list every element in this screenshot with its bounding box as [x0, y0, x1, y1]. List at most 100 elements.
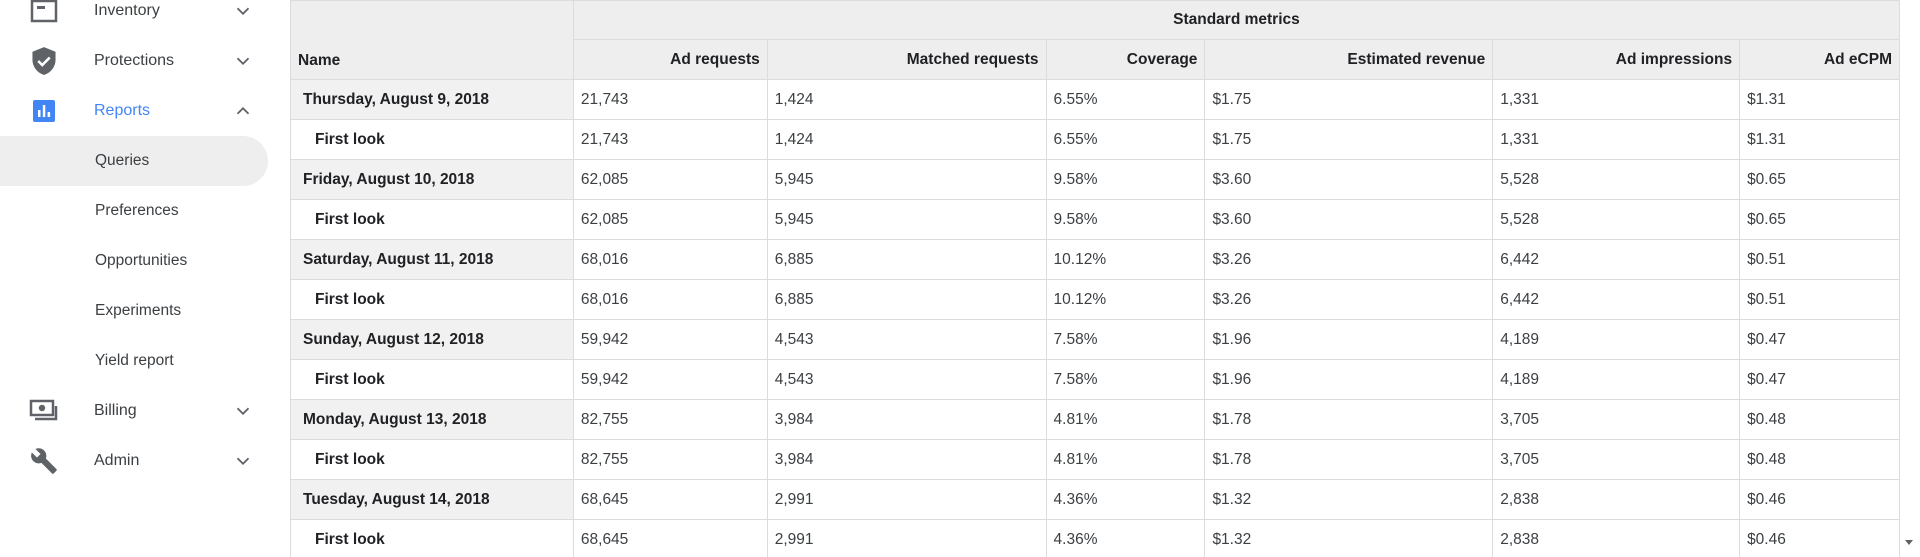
inventory-icon [28, 0, 60, 27]
row-name: Sunday, August 12, 2018 [290, 319, 574, 360]
cell-ad-requests: 68,645 [572, 519, 768, 557]
row-name: First look [290, 199, 574, 240]
chevron-up-icon[interactable] [232, 100, 254, 122]
cell-coverage: 4.81% [1045, 439, 1206, 480]
cell-coverage: 7.58% [1045, 359, 1206, 400]
cell-ad-ecpm: $0.47 [1739, 359, 1900, 400]
table-row: First look 62,085 5,945 9.58% $3.60 5,52… [290, 199, 1900, 240]
sidebar-item-label: Protections [94, 52, 175, 69]
cell-estimated-revenue: $3.60 [1204, 199, 1494, 240]
cell-ad-impressions: 5,528 [1492, 159, 1741, 200]
sidebar-item-label: Billing [94, 402, 137, 419]
sidebar-subitem-opportunities[interactable]: Opportunities [0, 236, 268, 286]
scroll-down-arrow-icon[interactable] [1902, 535, 1916, 549]
sidebar-item-protections[interactable]: Protections [0, 36, 270, 86]
cell-ad-requests: 21,743 [572, 119, 768, 160]
cell-matched-requests: 3,984 [766, 439, 1047, 480]
cell-matched-requests: 5,945 [766, 159, 1047, 200]
table-row: First look 59,942 4,543 7.58% $1.96 4,18… [290, 359, 1900, 400]
cell-estimated-revenue: $1.78 [1204, 399, 1494, 440]
cell-matched-requests: 4,543 [766, 359, 1047, 400]
cell-ad-ecpm: $0.65 [1739, 199, 1900, 240]
cell-ad-ecpm: $0.46 [1739, 479, 1900, 520]
cell-ad-impressions: 6,442 [1492, 279, 1741, 320]
cell-ad-impressions: 3,705 [1492, 439, 1741, 480]
sidebar-subitem-yield-report[interactable]: Yield report [0, 336, 268, 386]
column-header-name[interactable]: Name [290, 0, 574, 80]
sidebar-subitem-label: Preferences [95, 202, 179, 219]
cell-ad-ecpm: $0.51 [1739, 279, 1900, 320]
cell-ad-impressions: 1,331 [1492, 79, 1741, 120]
cell-ad-impressions: 3,705 [1492, 399, 1741, 440]
wrench-icon [28, 445, 60, 477]
report-table-panel: Name Standard metrics Ad requests Matche… [290, 0, 1900, 557]
sidebar-item-inventory[interactable]: Inventory [0, 0, 270, 36]
cell-estimated-revenue: $1.96 [1204, 359, 1494, 400]
table-row: Tuesday, August 14, 2018 68,645 2,991 4.… [290, 479, 1900, 520]
column-header-ad-ecpm[interactable]: Ad eCPM [1739, 39, 1900, 80]
sidebar-subitem-experiments[interactable]: Experiments [0, 286, 268, 336]
cell-coverage: 10.12% [1045, 279, 1206, 320]
cell-ad-requests: 68,016 [572, 279, 768, 320]
cell-ad-impressions: 6,442 [1492, 239, 1741, 280]
cell-ad-requests: 21,743 [572, 79, 768, 120]
cell-ad-requests: 62,085 [572, 199, 768, 240]
table-row: First look 68,645 2,991 4.36% $1.32 2,83… [290, 519, 1900, 557]
cell-ad-ecpm: $0.51 [1739, 239, 1900, 280]
sidebar-subitem-preferences[interactable]: Preferences [0, 186, 268, 236]
cell-ad-impressions: 2,838 [1492, 479, 1741, 520]
cell-matched-requests: 2,991 [766, 479, 1047, 520]
cell-ad-impressions: 1,331 [1492, 119, 1741, 160]
cell-ad-impressions: 4,189 [1492, 359, 1741, 400]
cell-ad-requests: 68,016 [572, 239, 768, 280]
column-header-matched-requests[interactable]: Matched requests [766, 39, 1047, 80]
column-header-ad-impressions[interactable]: Ad impressions [1492, 39, 1741, 80]
cell-estimated-revenue: $3.26 [1204, 279, 1494, 320]
group-header-standard-metrics: Standard metrics [572, 0, 1900, 40]
cell-matched-requests: 5,945 [766, 199, 1047, 240]
cell-matched-requests: 1,424 [766, 79, 1047, 120]
table-row: Saturday, August 11, 2018 68,016 6,885 1… [290, 239, 1900, 280]
cell-ad-requests: 82,755 [572, 399, 768, 440]
row-name: Friday, August 10, 2018 [290, 159, 574, 200]
sidebar-subitem-queries[interactable]: Queries [0, 136, 268, 186]
cell-coverage: 4.81% [1045, 399, 1206, 440]
column-header-ad-requests[interactable]: Ad requests [572, 39, 768, 80]
cell-ad-requests: 62,085 [572, 159, 768, 200]
cell-coverage: 9.58% [1045, 199, 1206, 240]
cell-coverage: 4.36% [1045, 479, 1206, 520]
cell-coverage: 10.12% [1045, 239, 1206, 280]
sidebar-subitem-label: Queries [95, 152, 150, 169]
table-row: Thursday, August 9, 2018 21,743 1,424 6.… [290, 79, 1900, 120]
table-row: Friday, August 10, 2018 62,085 5,945 9.5… [290, 159, 1900, 200]
cell-estimated-revenue: $1.32 [1204, 479, 1494, 520]
cell-coverage: 6.55% [1045, 119, 1206, 160]
bar-chart-icon [28, 95, 60, 127]
sidebar-item-billing[interactable]: Billing [0, 386, 270, 436]
sidebar-item-label: Reports [94, 102, 151, 119]
cell-estimated-revenue: $1.32 [1204, 519, 1494, 557]
cell-matched-requests: 6,885 [766, 279, 1047, 320]
cell-estimated-revenue: $1.75 [1204, 79, 1494, 120]
chevron-down-icon[interactable] [232, 50, 254, 72]
chevron-down-icon[interactable] [232, 0, 254, 22]
sidebar-nav: Inventory Protections Reports Queries Pr… [0, 0, 280, 557]
cell-estimated-revenue: $1.78 [1204, 439, 1494, 480]
table-row: Sunday, August 12, 2018 59,942 4,543 7.5… [290, 319, 1900, 360]
cell-ad-ecpm: $0.48 [1739, 399, 1900, 440]
cell-ad-ecpm: $1.31 [1739, 119, 1900, 160]
cell-ad-requests: 59,942 [572, 319, 768, 360]
cell-ad-ecpm: $0.47 [1739, 319, 1900, 360]
cell-ad-requests: 68,645 [572, 479, 768, 520]
chevron-down-icon[interactable] [232, 400, 254, 422]
cell-matched-requests: 2,991 [766, 519, 1047, 557]
sidebar-item-admin[interactable]: Admin [0, 436, 270, 486]
column-header-estimated-revenue[interactable]: Estimated revenue [1204, 39, 1494, 80]
sidebar-item-reports[interactable]: Reports [0, 86, 270, 136]
cell-matched-requests: 1,424 [766, 119, 1047, 160]
cell-ad-requests: 59,942 [572, 359, 768, 400]
chevron-down-icon[interactable] [232, 450, 254, 472]
row-name: Saturday, August 11, 2018 [290, 239, 574, 280]
column-header-coverage[interactable]: Coverage [1045, 39, 1206, 80]
cell-coverage: 6.55% [1045, 79, 1206, 120]
